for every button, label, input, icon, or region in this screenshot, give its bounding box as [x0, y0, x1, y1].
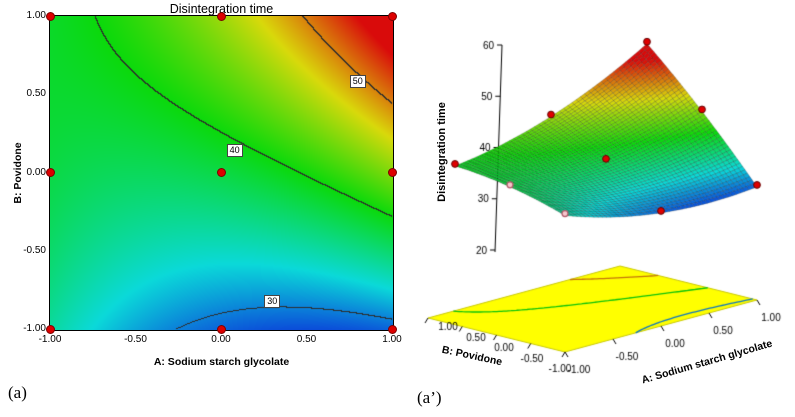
- contour-plot-canvas: [49, 15, 394, 331]
- y-tick-label: 0.50: [26, 88, 46, 100]
- y-tick-label: -0.50: [23, 244, 46, 256]
- caption-a-prime: (a’): [417, 388, 442, 407]
- x-tick-label: 0.50: [296, 334, 317, 345]
- y-tick-label: -1.00: [23, 323, 46, 334]
- contour-figure: Disintegration time 1.00 0.50 0.00 -0.50 -1.…: [10, 0, 410, 385]
- contour-plot-title: Disintegration time: [169, 2, 274, 16]
- x-tick-label: -0.50: [124, 334, 147, 345]
- y-tick-label: 0.00: [26, 166, 46, 178]
- surface-plot-canvas: [415, 0, 795, 400]
- x-tick-label: 1.00: [382, 334, 402, 345]
- x-tick-label: 0.00: [211, 334, 231, 345]
- y-tick-label: 1.00: [26, 10, 46, 21]
- x-tick-label: -1.00: [38, 334, 62, 345]
- surface-figure: Disintegration time B: Povidone A: Sodiu…: [415, 0, 795, 417]
- caption-a: (a): [8, 383, 27, 402]
- contour-y-axis-label: B: Povidone: [12, 142, 24, 204]
- contour-x-axis-label: A: Sodium starch glycolate: [153, 356, 290, 368]
- surface-z-axis-label: Disintegration time: [436, 102, 448, 202]
